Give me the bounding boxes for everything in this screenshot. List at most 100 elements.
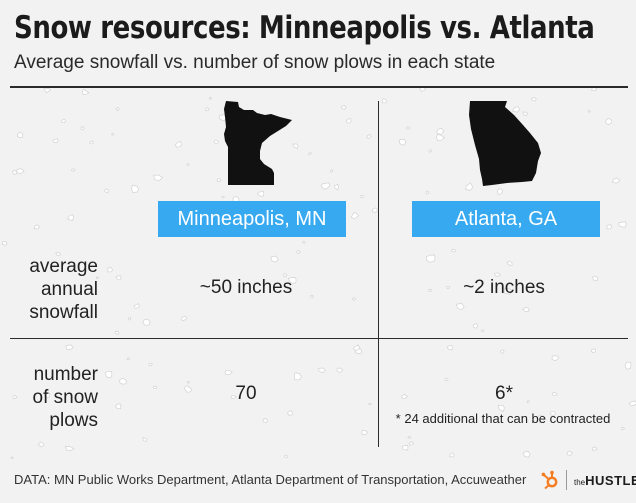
snowflake — [481, 329, 485, 333]
snowflake — [148, 362, 153, 367]
snowflake — [317, 367, 326, 373]
snowflake — [494, 272, 502, 277]
snowflake — [425, 190, 430, 195]
snowflake — [591, 88, 598, 92]
snowflake — [33, 224, 40, 230]
snowflake — [174, 140, 183, 148]
snowflake — [447, 345, 453, 351]
snowflake — [590, 348, 597, 353]
snowflake — [114, 403, 122, 410]
snowflake — [522, 111, 529, 117]
snowflake — [17, 131, 24, 138]
snowflake — [142, 318, 151, 326]
snowflake — [309, 295, 314, 299]
snowflake — [213, 139, 220, 144]
snowflake — [401, 393, 408, 399]
atlanta-plows-value: 6* — [495, 383, 513, 404]
snowflake — [96, 276, 100, 280]
brand-name: HUSTLE — [585, 472, 636, 488]
snowflake — [360, 194, 365, 199]
snowflake — [628, 400, 636, 407]
snowflake — [455, 303, 465, 311]
plows-footnote: * 24 additional that can be contracted — [395, 411, 611, 426]
snowflake — [398, 139, 407, 146]
snowflake — [115, 275, 122, 281]
minneapolis-plows-value: 70 — [235, 383, 257, 404]
snowflake — [104, 370, 113, 379]
snowflake — [444, 377, 449, 381]
brand-wordmark: theHUSTLE — [574, 473, 636, 488]
snowflake — [61, 118, 66, 124]
brand-separator — [566, 470, 567, 490]
row-label-line: of snow — [32, 387, 98, 408]
snowflake — [409, 441, 415, 446]
snowflake — [351, 297, 357, 301]
snowflake — [307, 152, 313, 155]
snowflake — [104, 188, 109, 194]
snowflake — [592, 275, 599, 282]
snowflake — [114, 331, 119, 335]
snowflake — [620, 426, 626, 431]
data-source: DATA: MN Public Works Department, Atlant… — [14, 472, 527, 487]
snowflake — [284, 454, 289, 458]
snowflake — [80, 126, 85, 131]
georgia-silhouette — [469, 101, 541, 186]
snowflake — [333, 183, 340, 191]
snowflake — [152, 385, 158, 389]
snowflake — [67, 214, 75, 221]
snowflake — [302, 240, 306, 244]
snowflake — [12, 169, 18, 175]
city-badge-minneapolis: Minneapolis, MN — [158, 201, 346, 237]
snowflake — [183, 385, 193, 393]
snowflake — [352, 344, 361, 351]
top-rule — [10, 86, 628, 88]
snowflake — [221, 195, 225, 199]
snowflake — [208, 97, 212, 100]
snowflake — [43, 392, 51, 398]
snowflake — [52, 138, 59, 143]
snowflake — [530, 97, 537, 102]
page-title: Snow resources: Minneapolis vs. Atlanta — [14, 10, 595, 46]
snowflake — [127, 316, 132, 321]
snowflake — [230, 394, 238, 399]
snowflake — [341, 105, 347, 110]
snowflake — [587, 110, 591, 113]
snowflake — [294, 372, 302, 381]
snowflake — [71, 168, 76, 172]
snowflake — [292, 143, 299, 150]
snowflake — [64, 446, 75, 452]
snowflake — [283, 273, 288, 278]
row-label-plows: number of snow plows — [0, 363, 98, 432]
snowflake — [407, 436, 412, 439]
snowflake — [550, 411, 557, 416]
snowflake — [436, 133, 445, 141]
snowflake — [472, 323, 479, 329]
snowflake — [566, 450, 573, 456]
snowflake — [428, 149, 433, 153]
row-label-line: plows — [49, 410, 98, 431]
snowflake — [16, 168, 25, 174]
snowflake-texture — [2, 88, 636, 459]
row-label-line: number — [33, 364, 98, 385]
snowflake — [446, 286, 451, 290]
page-subtitle: Average snowfall vs. number of snow plow… — [14, 52, 496, 73]
minneapolis-snowfall-value: ~50 inches — [199, 277, 293, 298]
snowflake — [419, 88, 427, 92]
brand-prefix: the — [574, 477, 586, 487]
snowflake — [551, 355, 559, 362]
snowflake — [10, 456, 14, 459]
snowflake — [436, 127, 445, 135]
snowflake — [2, 241, 8, 246]
snowflake — [624, 361, 632, 370]
snowflake — [537, 414, 545, 423]
snowflake — [153, 174, 164, 182]
snowflake — [262, 417, 269, 424]
snowflake — [81, 88, 90, 95]
snowflake — [497, 188, 503, 196]
snowflake — [451, 248, 457, 253]
snowflake — [366, 133, 372, 139]
snowflake — [55, 252, 61, 257]
atlanta-snowfall-value: ~2 inches — [463, 277, 545, 298]
snowflake — [499, 349, 505, 354]
snowflake — [256, 190, 265, 197]
